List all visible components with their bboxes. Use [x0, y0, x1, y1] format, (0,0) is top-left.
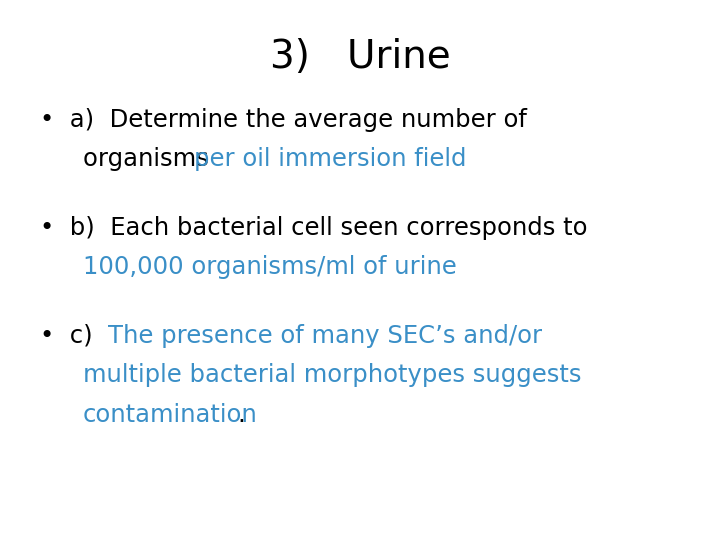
Text: .: .: [238, 403, 246, 427]
Text: multiple bacterial morphotypes suggests: multiple bacterial morphotypes suggests: [83, 363, 581, 387]
Text: 3)   Urine: 3) Urine: [269, 38, 451, 76]
Text: per oil immersion field: per oil immersion field: [194, 147, 467, 171]
Text: •  b)  Each bacterial cell seen corresponds to: • b) Each bacterial cell seen correspond…: [40, 216, 587, 240]
Text: The presence of many SEC’s and/or: The presence of many SEC’s and/or: [108, 324, 542, 348]
Text: organisms: organisms: [83, 147, 216, 171]
Text: •  c): • c): [40, 324, 108, 348]
Text: 100,000 organisms/ml of urine: 100,000 organisms/ml of urine: [83, 255, 456, 279]
Text: contamination: contamination: [83, 403, 258, 427]
Text: •  a)  Determine the average number of: • a) Determine the average number of: [40, 108, 526, 132]
